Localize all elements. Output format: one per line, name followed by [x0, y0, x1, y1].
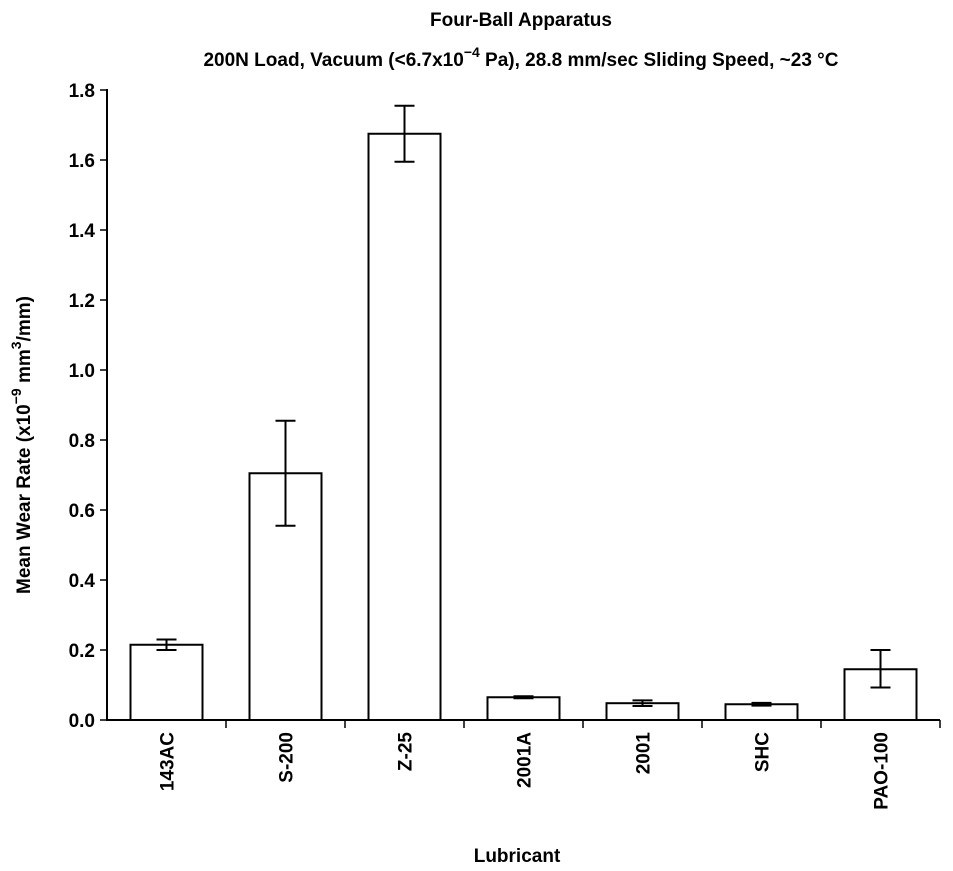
- bar: [367, 132, 442, 721]
- ylabel-part-3: /mm): [14, 296, 35, 341]
- subtitle-exponent: −4: [464, 44, 480, 60]
- x-tick-label: 2001: [634, 732, 655, 775]
- bar: [486, 696, 561, 721]
- ylabel-exponent: −9: [8, 388, 24, 404]
- x-tick-label: 2001A: [515, 732, 536, 788]
- bar: [248, 472, 323, 721]
- y-axis-label: Mean Wear Rate (x10−9 mm3/mm): [8, 296, 35, 594]
- ylabel-superscript: 3: [8, 341, 24, 349]
- chart-subtitle: 200N Load, Vacuum (<6.7x10−4 Pa), 28.8 m…: [203, 44, 838, 71]
- y-tick-label: 0.6: [69, 501, 95, 522]
- ylabel-part-1: Mean Wear Rate (x10: [14, 404, 35, 594]
- y-tick-label: 0.0: [69, 711, 95, 732]
- y-tick-label: 0.8: [69, 431, 95, 452]
- x-axis-label: Lubricant: [474, 846, 561, 867]
- chart-title: Four-Ball Apparatus: [430, 10, 612, 31]
- y-tick-label: 0.4: [69, 571, 96, 592]
- x-tick-label: Z-25: [396, 732, 417, 772]
- subtitle-part-1: 200N Load, Vacuum (<6.7x10: [203, 50, 463, 71]
- y-tick-label: 0.2: [69, 641, 95, 662]
- x-tick-label: S-200: [277, 732, 298, 783]
- x-tick-label: PAO-100: [872, 732, 893, 810]
- y-tick-label: 1.0: [69, 361, 95, 382]
- y-tick-label: 1.6: [69, 151, 95, 172]
- y-tick-label: 1.2: [69, 291, 95, 312]
- x-tick-label: 143AC: [158, 732, 179, 791]
- y-tick-label: 1.4: [69, 221, 96, 242]
- y-tick-label: 1.8: [69, 81, 95, 102]
- bar: [129, 643, 204, 721]
- x-tick-label: SHC: [753, 732, 774, 772]
- ylabel-part-2: mm: [14, 349, 35, 388]
- subtitle-part-2: Pa), 28.8 mm/sec Sliding Speed, ~23 °C: [480, 50, 839, 71]
- plot-area: 0.0 0.2 0.4 0.6 0.8 1.0 1.2 1.4 1.6 1.8 143AC S-200…: [69, 81, 941, 810]
